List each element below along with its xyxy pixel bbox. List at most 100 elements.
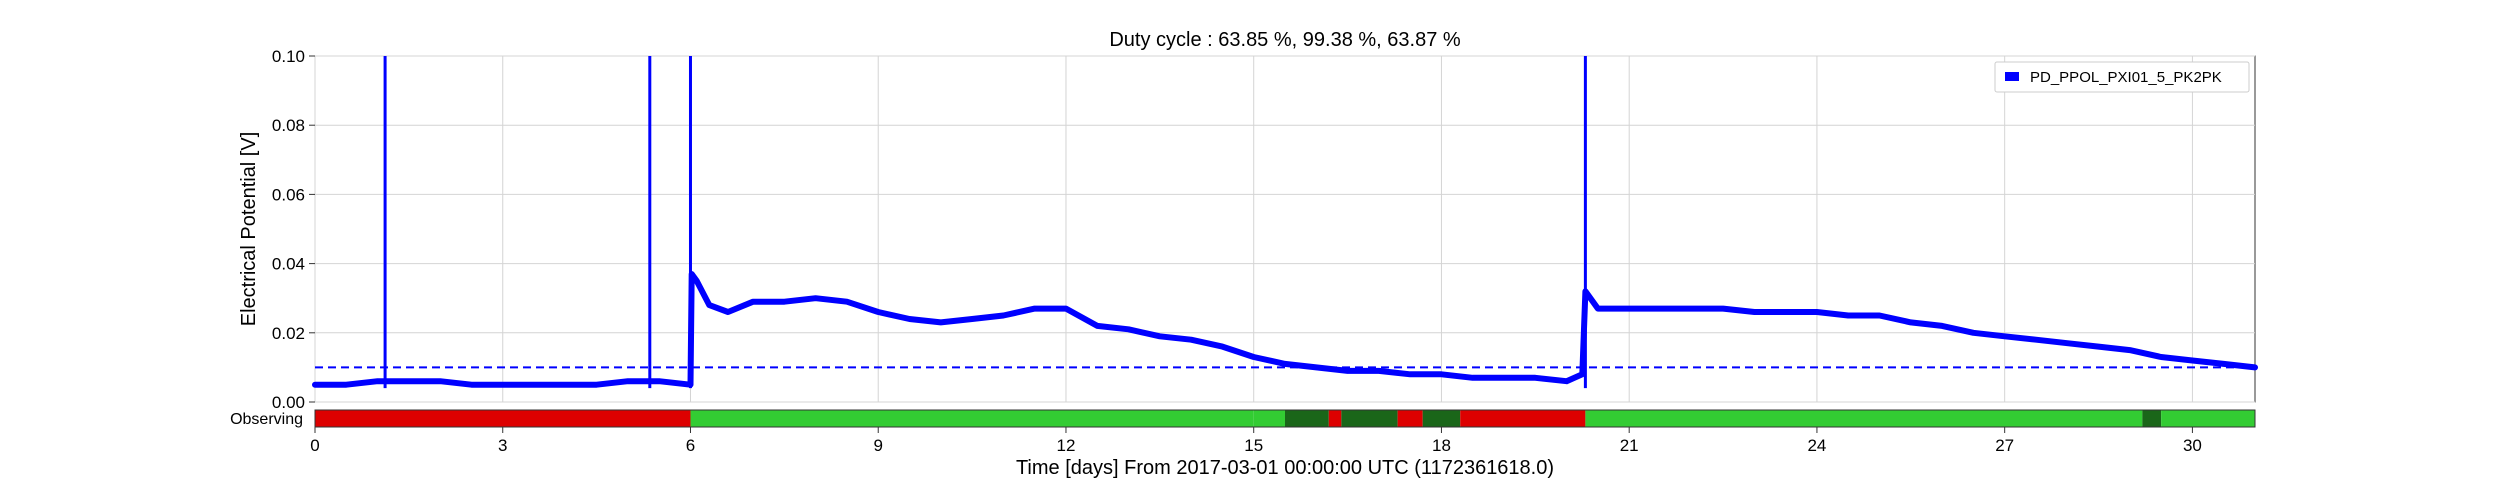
y-tick-label: 0.06: [272, 185, 305, 204]
series-layer: [312, 56, 2258, 389]
series-point: [1252, 355, 1256, 359]
segment-bar-frame: [314, 409, 2256, 428]
series-point: [407, 379, 411, 383]
chart-title: Duty cycle : 63.85 %, 99.38 %, 63.87 %: [1109, 29, 1461, 51]
series-line: [312, 271, 2258, 388]
x-tick-label: 27: [1995, 436, 2014, 455]
series-point: [782, 300, 786, 304]
x-tick-label: 21: [1620, 436, 1639, 455]
series-point: [1971, 331, 1975, 335]
legend-label: PD_PPOL_PXI01_5_PK2PK: [2030, 69, 2222, 86]
series-point: [438, 379, 442, 383]
series-point: [1815, 310, 1819, 314]
x-tick-label: 0: [310, 436, 319, 455]
series-point: [876, 310, 880, 314]
x-axis-ticks: 0 3 6 9 12 15 18 21 24 27 30: [310, 427, 2202, 455]
series-point: [1189, 338, 1193, 342]
series-point: [469, 383, 473, 387]
series-point: [1658, 307, 1662, 311]
series-point: [970, 317, 974, 321]
series-point: [814, 296, 818, 300]
series-point: [376, 379, 380, 383]
series-point: [1940, 324, 1944, 328]
y-tick-label: 0.08: [272, 116, 305, 135]
series-point: [1596, 307, 1600, 311]
x-tick-label: 3: [498, 436, 507, 455]
series-point: [2253, 365, 2257, 369]
legend: PD_PPOL_PXI01_5_PK2PK: [1994, 61, 2250, 93]
series-point: [1471, 376, 1475, 380]
series-point: [595, 383, 599, 387]
series-point: [845, 300, 849, 304]
x-tick-label: 30: [2183, 436, 2202, 455]
series-point: [532, 383, 536, 387]
y-tick-label: 0.10: [272, 47, 305, 66]
series-point: [563, 383, 567, 387]
series-point: [344, 383, 348, 387]
series-point: [1533, 376, 1537, 380]
segment-dark: [1341, 410, 1398, 427]
x-tick-label: 6: [686, 436, 695, 455]
series-point: [2190, 358, 2194, 362]
series-point: [2003, 334, 2007, 338]
series-point: [1377, 369, 1381, 373]
series-point: [2222, 362, 2226, 366]
segment-dark: [1422, 410, 1461, 427]
series-point: [1909, 320, 1913, 324]
legend-swatch: [2005, 72, 2019, 81]
series-point: [2128, 348, 2132, 352]
series-point: [1033, 307, 1037, 311]
series-point: [1439, 372, 1443, 376]
series-point: [1721, 307, 1725, 311]
segment-bar-label: Observing: [230, 411, 303, 428]
legend-box: [1994, 61, 2250, 93]
segments-layer: [315, 410, 2255, 427]
series-point: [751, 300, 755, 304]
segment-off: [1397, 410, 1423, 427]
series-point: [1064, 307, 1068, 311]
grid: [314, 55, 2255, 403]
series-point: [1690, 307, 1694, 311]
segment-dark: [2142, 410, 2162, 427]
series-point: [2159, 355, 2163, 359]
x-tick-label: 12: [1057, 436, 1076, 455]
segment-dark: [1285, 410, 1329, 427]
y-tick-label: 0.00: [272, 393, 305, 412]
series-point: [2034, 338, 2038, 342]
x-tick-label: 18: [1432, 436, 1451, 455]
series-point: [2097, 345, 2101, 349]
segment-off: [1328, 410, 1342, 427]
plot-frame: [314, 55, 2256, 403]
segment-on: [690, 410, 1254, 427]
series-point: [626, 379, 630, 383]
x-tick-label: 15: [1244, 436, 1263, 455]
series-point: [1283, 362, 1287, 366]
series-point: [1408, 372, 1412, 376]
series-point: [1784, 310, 1788, 314]
y-axis-ticks: 0.00 0.02 0.04 0.06 0.08 0.10: [272, 47, 315, 412]
series-point: [1220, 345, 1224, 349]
series-point: [2065, 341, 2069, 345]
series-point: [1580, 372, 1584, 376]
series-point: [1878, 314, 1882, 317]
series-point: [707, 303, 711, 307]
y-axis-label: Electrical Potential [V]: [238, 132, 260, 327]
series-point: [1565, 379, 1569, 383]
series-point: [1752, 310, 1756, 314]
series-point: [1846, 314, 1850, 317]
series-point: [657, 379, 661, 383]
x-tick-label: 24: [1807, 436, 1826, 455]
segment-off: [1460, 410, 1586, 427]
series-point: [1627, 307, 1631, 311]
series-point: [939, 320, 943, 324]
series-point: [1127, 327, 1131, 331]
series-point: [1095, 324, 1099, 328]
series-point: [908, 317, 912, 321]
x-tick-label: 9: [873, 436, 882, 455]
series-point: [501, 383, 505, 387]
series-point: [726, 310, 730, 314]
y-tick-label: 0.02: [272, 324, 305, 343]
segment-off: [315, 410, 691, 427]
series-point: [1502, 376, 1506, 380]
